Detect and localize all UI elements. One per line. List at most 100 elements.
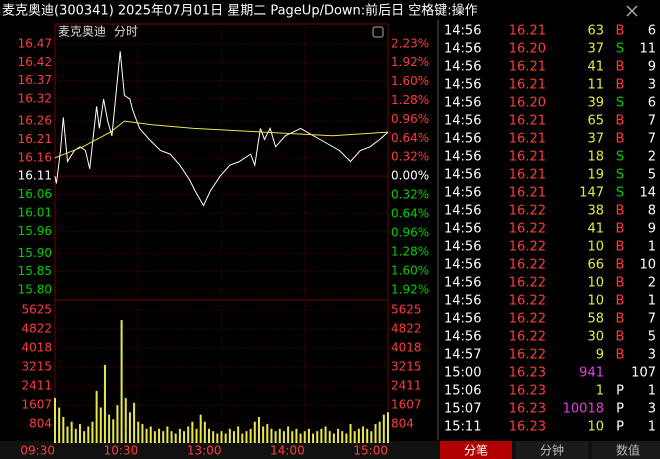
trade-side: B: [616, 276, 625, 291]
price-line: [54, 120, 389, 159]
trade-time: 14:56: [444, 24, 481, 39]
tab-label[interactable]: 分笔: [464, 443, 488, 458]
trade-row: 14:56 16.21 65 B 7: [444, 114, 656, 129]
x-tick-label: 13:00: [187, 444, 222, 458]
volume-bar: [232, 431, 235, 443]
volume-tick-label: 4018: [391, 340, 422, 354]
y-tick-label: 15.96: [18, 224, 52, 238]
volume-tick-label: 804: [391, 416, 414, 430]
trade-row: 14:57 16.22 9 B 3: [444, 348, 656, 363]
trade-time: 14:56: [444, 258, 481, 273]
volume-bar: [66, 426, 69, 443]
volume-bar: [382, 414, 385, 443]
volume-bar: [120, 320, 123, 443]
volume-bar: [128, 412, 131, 443]
trade-side: B: [616, 348, 625, 363]
trade-time: 14:56: [444, 60, 481, 75]
volume-bar: [195, 428, 198, 443]
trade-volume: 30: [587, 330, 604, 345]
y-tick-label: 16.11: [18, 169, 52, 183]
trade-row: 14:56 16.22 10 B 2: [444, 276, 656, 291]
volume-bar: [58, 407, 61, 443]
volume-bar: [99, 407, 102, 443]
trade-volume: 10: [587, 276, 604, 291]
trade-side: B: [616, 204, 625, 219]
trade-side: B: [616, 222, 625, 237]
volume-bar: [262, 426, 265, 443]
trade-count: 6: [648, 24, 656, 39]
trade-side: B: [616, 330, 625, 345]
volume-bar: [83, 431, 86, 443]
trade-count: 1: [648, 240, 656, 255]
trade-volume: 147: [579, 186, 604, 201]
volume-bar: [203, 421, 206, 443]
volume-tick-label: 4018: [21, 340, 52, 354]
trade-time: 14:56: [444, 312, 481, 327]
trade-price: 16.22: [509, 348, 546, 363]
trade-row: 14:56 16.21 18 S 2: [444, 150, 656, 165]
volume-bar: [374, 424, 377, 443]
trade-time: 14:56: [444, 114, 481, 129]
trade-row: 14:56 16.21 19 S 5: [444, 168, 656, 183]
trade-price: 16.22: [509, 258, 546, 273]
volume-bar: [145, 428, 148, 443]
volume-bar: [170, 431, 173, 443]
x-tick-label: 10:30: [104, 444, 139, 458]
tabs: 分笔 分钟 数值: [440, 441, 660, 459]
trade-row: 15:07 16.23 10018 P 3: [444, 402, 656, 417]
volume-bar: [387, 412, 389, 443]
y-tick-label: 15.85: [18, 264, 52, 278]
trade-time: 14:56: [444, 276, 481, 291]
trade-time: 14:56: [444, 240, 481, 255]
volume-bar: [228, 428, 231, 443]
x-tick-label: 14:00: [270, 444, 305, 458]
tab[interactable]: [516, 441, 588, 459]
volume-bar: [158, 428, 161, 443]
settings-icon[interactable]: [372, 26, 384, 38]
tab[interactable]: [440, 441, 512, 459]
y2-tick-label: 1.60%: [391, 74, 429, 88]
trade-count: 14: [639, 186, 656, 201]
chart-title: 麦克奥迪: [58, 25, 106, 39]
y2-tick-label: 0.96%: [391, 226, 429, 240]
close-button[interactable]: [626, 5, 638, 17]
trade-volume: 41: [587, 60, 604, 75]
tab[interactable]: [592, 441, 660, 459]
volume-bar: [274, 431, 277, 443]
chart-subtitle: 分时: [114, 25, 138, 39]
volume-tick-label: 3215: [391, 359, 422, 373]
trade-row: 14:56 16.22 41 B 9: [444, 222, 656, 237]
trade-volume: 10018: [563, 402, 604, 417]
trade-count: 1: [648, 420, 656, 435]
y2-tick-label: 1.28%: [391, 245, 429, 259]
volume-bar: [166, 426, 169, 443]
volume-tick-label: 2411: [21, 378, 52, 392]
volume-bar: [162, 431, 165, 443]
volume-bar: [370, 431, 373, 443]
volume-tick-label: 4822: [21, 321, 52, 335]
volume-bar: [241, 433, 244, 443]
trade-time: 14:56: [444, 78, 481, 93]
trade-count: 6: [648, 96, 656, 111]
volume-bar: [237, 426, 240, 443]
trade-count: 2: [648, 150, 656, 165]
trade-volume: 10: [587, 240, 604, 255]
trade-count: 11: [639, 42, 656, 57]
trade-side: B: [616, 294, 625, 309]
volume-bar: [253, 421, 256, 443]
trade-side: S: [616, 168, 624, 183]
trade-price: 16.23: [509, 384, 546, 399]
tab-label[interactable]: 数值: [616, 443, 640, 458]
trade-row: 14:56 16.20 37 S 11: [444, 42, 656, 57]
volume-bar: [191, 421, 194, 443]
trade-side: S: [616, 42, 624, 57]
trade-price: 16.23: [509, 366, 546, 381]
trade-side: S: [616, 186, 624, 201]
volume-bar: [187, 426, 190, 443]
tab-label[interactable]: 分钟: [540, 443, 564, 458]
volume-bar: [124, 398, 127, 443]
volume-bar: [108, 414, 111, 443]
trade-count: 7: [648, 114, 656, 129]
volume-bar: [266, 424, 269, 443]
